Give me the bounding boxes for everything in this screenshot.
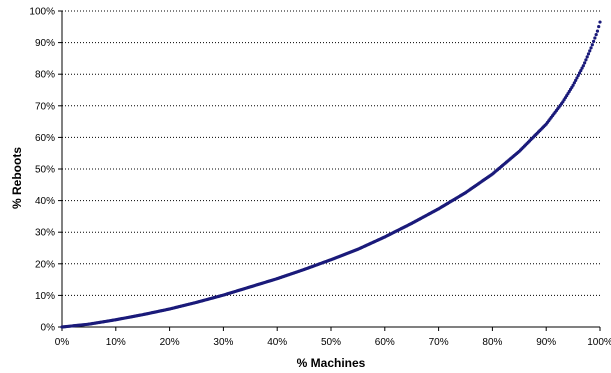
data-point [574, 78, 578, 82]
data-point [586, 52, 591, 56]
data-point [585, 55, 589, 59]
x-tick-label: 60% [375, 337, 395, 348]
y-tick-label: 50% [35, 165, 55, 176]
data-points [60, 20, 602, 329]
data-point [577, 71, 582, 75]
x-tick-label: 100% [587, 337, 611, 348]
data-point [592, 39, 596, 43]
y-tick-label: 30% [35, 228, 55, 239]
x-tick-label: 80% [482, 337, 502, 348]
x-tick-label: 10% [106, 337, 126, 348]
y-tick-label: 20% [35, 259, 55, 270]
x-tick-labels: 0% 10% 20% 30% 40% 50% 60% 70% 80% 90% 100% [55, 337, 611, 348]
y-tick-label: 80% [35, 70, 55, 81]
data-point [593, 36, 597, 40]
x-tick-label: 40% [267, 337, 287, 348]
x-tick-label: 50% [321, 337, 341, 348]
data-point [584, 58, 588, 62]
data-point [583, 61, 587, 65]
y-tick-labels: 0% 10% 20% 30% 40% 50% 60% 70% 80% 90% 100% [29, 7, 55, 334]
data-point [579, 68, 583, 73]
data-point [598, 20, 602, 24]
x-tick-label: 70% [429, 337, 449, 348]
data-point [597, 24, 601, 29]
y-tick-label: 70% [35, 101, 55, 112]
data-point [572, 81, 576, 85]
data-point [580, 66, 584, 70]
x-axis-title: % Machines [297, 356, 366, 370]
x-tick-label: 90% [536, 337, 556, 348]
data-point [575, 76, 579, 80]
y-tick-label: 40% [35, 196, 55, 207]
data-point [595, 29, 600, 33]
y-tick-label: 90% [35, 38, 55, 49]
y-tick-label: 60% [35, 133, 55, 144]
axes [58, 10, 601, 331]
data-point [581, 64, 585, 68]
y-tick-label: 100% [29, 7, 55, 18]
data-point [594, 32, 598, 37]
data-point [588, 49, 592, 53]
data-point [590, 43, 594, 47]
y-tick-label: 10% [35, 291, 55, 302]
y-tick-label: 0% [41, 323, 56, 334]
y-axis-title: % Reboots [10, 147, 24, 209]
x-tick-label: 20% [160, 337, 180, 348]
data-point [576, 73, 580, 78]
x-tick-label: 30% [213, 337, 233, 348]
data-point [589, 46, 593, 50]
x-tick-label: 0% [55, 337, 70, 348]
data-point [571, 83, 575, 87]
